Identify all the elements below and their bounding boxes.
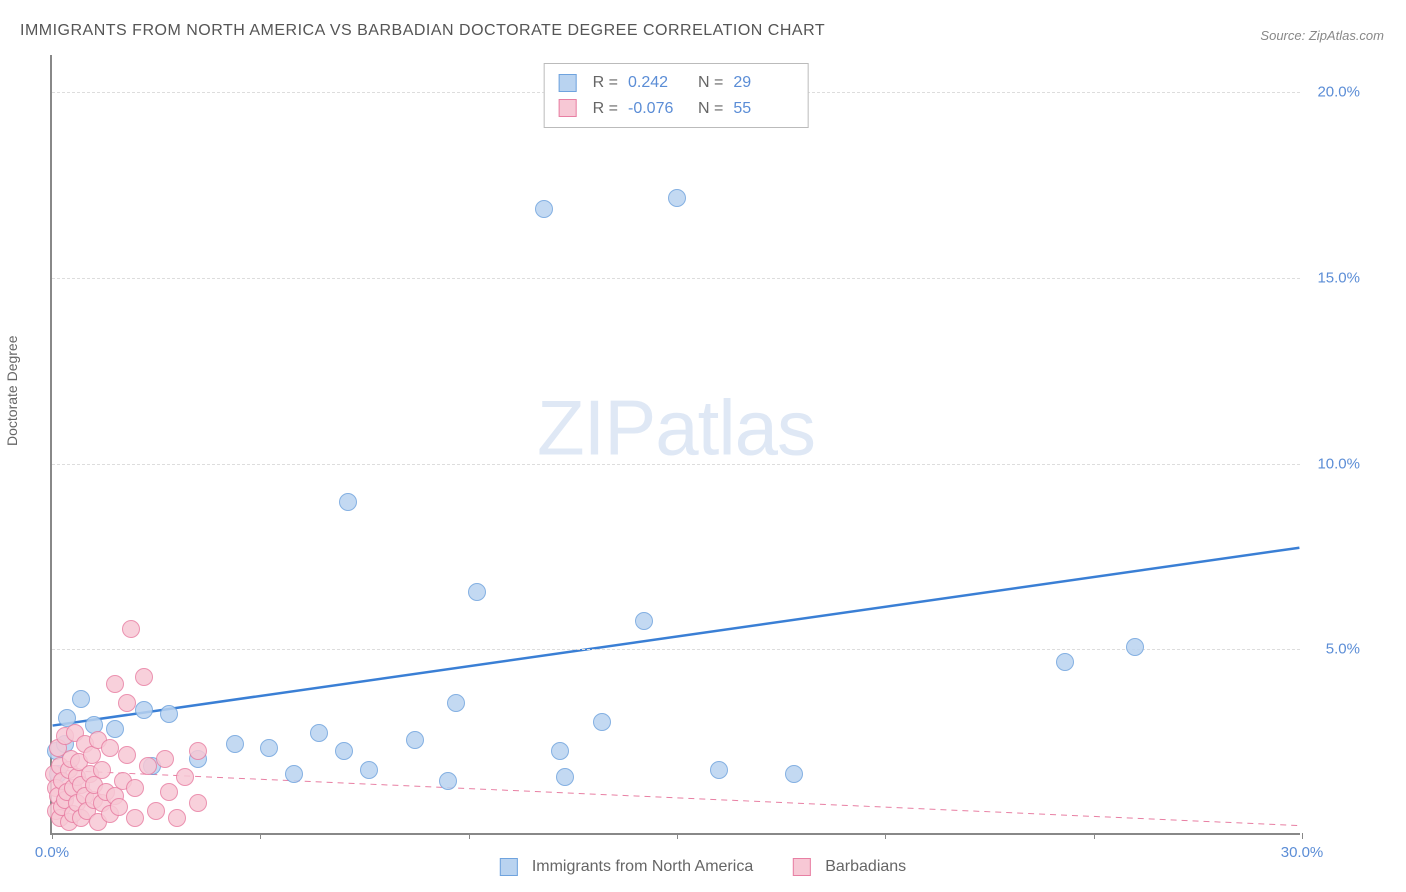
scatter-point-series2 — [189, 742, 207, 760]
legend-row-series2: R = -0.076 N = 55 — [559, 96, 794, 122]
trend-lines-svg — [52, 55, 1300, 833]
scatter-point-series2 — [160, 783, 178, 801]
y-tick-label: 10.0% — [1305, 455, 1360, 472]
scatter-point-series1 — [635, 612, 653, 630]
scatter-point-series1 — [360, 761, 378, 779]
series-legend: Immigrants from North America Barbadians — [500, 858, 906, 876]
scatter-point-series1 — [785, 765, 803, 783]
correlation-legend: R = 0.242 N = 29 R = -0.076 N = 55 — [544, 63, 809, 128]
scatter-point-series1 — [72, 690, 90, 708]
r-value-2: -0.076 — [628, 96, 688, 122]
scatter-point-series1 — [285, 765, 303, 783]
source-label: Source: — [1260, 28, 1305, 43]
swatch-series1-bottom — [500, 858, 518, 876]
scatter-point-series2 — [122, 620, 140, 638]
watermark-atlas: atlas — [655, 384, 815, 472]
scatter-point-series1 — [668, 189, 686, 207]
scatter-point-series2 — [135, 668, 153, 686]
y-axis-label: Doctorate Degree — [4, 335, 20, 446]
chart-title: IMMIGRANTS FROM NORTH AMERICA VS BARBADI… — [20, 22, 825, 40]
legend-item-series2: Barbadians — [793, 858, 906, 876]
scatter-point-series1 — [535, 200, 553, 218]
watermark-zip: ZIP — [537, 384, 655, 472]
x-tick-label: 0.0% — [35, 844, 69, 861]
n-label-2: N = — [698, 96, 723, 122]
scatter-point-series2 — [118, 694, 136, 712]
y-tick-label: 5.0% — [1305, 641, 1360, 658]
scatter-point-series1 — [468, 583, 486, 601]
y-tick-label: 15.0% — [1305, 269, 1360, 286]
scatter-point-series1 — [551, 742, 569, 760]
scatter-point-series1 — [260, 739, 278, 757]
scatter-point-series2 — [106, 675, 124, 693]
swatch-series1 — [559, 74, 577, 92]
r-label-2: R = — [593, 96, 618, 122]
n-value-2: 55 — [733, 96, 793, 122]
scatter-point-series1 — [710, 761, 728, 779]
scatter-point-series2 — [93, 761, 111, 779]
legend-row-series1: R = 0.242 N = 29 — [559, 70, 794, 96]
scatter-point-series2 — [168, 809, 186, 827]
scatter-point-series1 — [106, 720, 124, 738]
scatter-point-series1 — [1126, 638, 1144, 656]
scatter-point-series1 — [226, 735, 244, 753]
scatter-point-series1 — [406, 731, 424, 749]
r-label-1: R = — [593, 70, 618, 96]
scatter-point-series2 — [139, 757, 157, 775]
scatter-point-series1 — [339, 493, 357, 511]
scatter-point-series1 — [556, 768, 574, 786]
watermark: ZIPatlas — [537, 383, 815, 474]
series1-name: Immigrants from North America — [532, 858, 753, 876]
scatter-point-series1 — [1056, 653, 1074, 671]
y-tick-label: 20.0% — [1305, 84, 1360, 101]
scatter-point-series2 — [101, 739, 119, 757]
scatter-point-series2 — [126, 809, 144, 827]
scatter-point-series2 — [110, 798, 128, 816]
scatter-point-series1 — [447, 694, 465, 712]
n-value-1: 29 — [733, 70, 793, 96]
scatter-point-series2 — [118, 746, 136, 764]
series2-name: Barbadians — [825, 858, 906, 876]
plot-area: ZIPatlas R = 0.242 N = 29 R = -0.076 N =… — [50, 55, 1300, 835]
scatter-point-series2 — [189, 794, 207, 812]
scatter-point-series2 — [156, 750, 174, 768]
source-value: ZipAtlas.com — [1309, 28, 1384, 43]
source-attribution: Source: ZipAtlas.com — [1260, 28, 1384, 43]
scatter-point-series1 — [335, 742, 353, 760]
scatter-point-series2 — [147, 802, 165, 820]
n-label-1: N = — [698, 70, 723, 96]
scatter-point-series1 — [135, 701, 153, 719]
swatch-series2-bottom — [793, 858, 811, 876]
legend-item-series1: Immigrants from North America — [500, 858, 753, 876]
scatter-point-series1 — [439, 772, 457, 790]
scatter-point-series1 — [593, 713, 611, 731]
x-tick-label: 30.0% — [1281, 844, 1324, 861]
r-value-1: 0.242 — [628, 70, 688, 96]
scatter-point-series1 — [310, 724, 328, 742]
scatter-point-series2 — [126, 779, 144, 797]
scatter-point-series1 — [160, 705, 178, 723]
scatter-point-series2 — [176, 768, 194, 786]
swatch-series2 — [559, 99, 577, 117]
